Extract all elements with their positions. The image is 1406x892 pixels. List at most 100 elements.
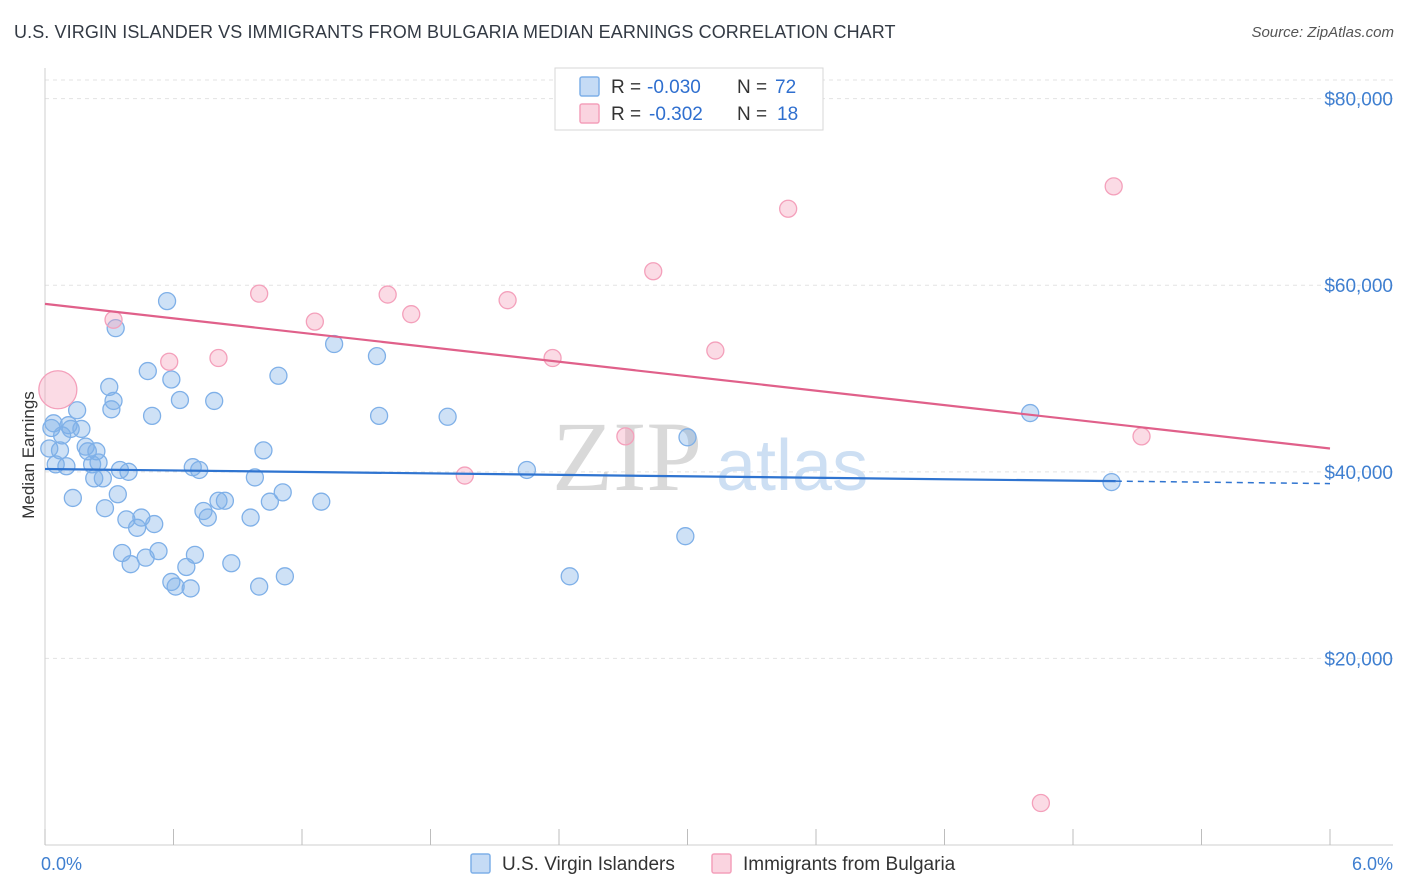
legend-n-value: 72 [775,77,796,98]
point-bulgaria [616,427,635,446]
legend-r-label: R = [611,104,641,125]
source-label: Source: ZipAtlas.com [1251,24,1394,41]
point-virgin-islanders [93,469,112,488]
point-virgin-islanders [72,419,91,439]
point-virgin-islanders [61,419,80,439]
point-virgin-islanders [245,468,265,487]
point-virgin-islanders [162,370,181,389]
legend-label-virgin-islanders: U.S. Virgin Islanders [502,854,675,875]
point-virgin-islanders [104,391,123,411]
point-virgin-islanders [149,541,168,561]
x-tick-label-end: 6.0% [1352,854,1393,874]
y-axis-label: Median Earnings [19,391,38,519]
point-bulgaria [38,370,78,410]
y-tick-label: $80,000 [1324,90,1393,111]
point-virgin-islanders [157,291,177,311]
legend-label-bulgaria: Immigrants from Bulgaria [743,854,956,875]
legend-bottom: U.S. Virgin Islanders Immigrants from Bu… [470,853,956,875]
legend-n-label: N = [737,77,767,98]
data-points [38,177,1151,813]
point-bulgaria [402,305,421,324]
point-bulgaria [706,341,725,360]
point-bulgaria [160,352,179,371]
point-virgin-islanders [67,401,87,420]
point-virgin-islanders [138,361,157,381]
point-virgin-islanders [269,366,288,385]
point-virgin-islanders [181,579,200,598]
watermark: ZIP atlas [552,401,868,512]
point-virgin-islanders [166,577,185,596]
point-virgin-islanders [145,514,164,534]
legend-n-value: 18 [777,104,798,125]
trend-line-virgin-islanders [44,467,1116,483]
legend-r-value: -0.302 [649,104,703,125]
point-virgin-islanders [127,518,147,537]
point-bulgaria [250,284,269,303]
point-virgin-islanders [142,406,162,426]
point-virgin-islanders [185,545,205,565]
point-bulgaria [455,466,474,485]
point-virgin-islanders [108,485,127,504]
legend-n-label: N = [737,104,767,125]
point-bulgaria [378,285,397,304]
point-virgin-islanders [369,406,389,426]
point-bulgaria [1104,177,1123,196]
watermark-atlas: atlas [716,426,868,506]
point-virgin-islanders [63,488,82,508]
point-virgin-islanders [438,407,457,426]
legend-swatch-virgin-islanders [470,853,491,874]
point-virgin-islanders [676,527,695,546]
y-tick-label: $60,000 [1324,276,1393,297]
point-bulgaria [543,348,562,368]
point-virgin-islanders [367,346,387,366]
point-virgin-islanders [89,453,108,472]
point-virgin-islanders [50,441,70,460]
point-virgin-islanders [241,508,260,527]
point-bulgaria [1132,427,1151,446]
legend-swatch-virgin-islanders [579,76,600,97]
point-virgin-islanders [57,457,76,476]
point-virgin-islanders [87,442,106,461]
point-virgin-islanders [209,491,228,510]
gridlines [45,79,1393,659]
point-bulgaria [498,291,517,310]
point-virgin-islanders [205,391,224,411]
point-bulgaria [644,262,663,281]
point-virgin-islanders [260,492,280,511]
point-virgin-islanders [678,428,697,447]
point-virgin-islanders [275,567,295,586]
point-virgin-islanders [517,460,537,480]
trend-line-bulgaria [44,302,1331,450]
point-bulgaria [779,199,798,218]
point-virgin-islanders [250,577,269,596]
point-virgin-islanders [273,483,292,502]
point-virgin-islanders [119,462,138,481]
chart-title: U.S. VIRGIN ISLANDER VS IMMIGRANTS FROM … [14,22,896,42]
trend-lines [44,302,1331,485]
y-tick-label: $40,000 [1324,463,1393,484]
point-virgin-islanders [95,499,115,518]
y-tick-label: $20,000 [1324,649,1393,670]
legend-swatch-bulgaria [579,103,600,124]
legend-top: R = -0.030 N = 72 R = -0.302 N = 18 [554,67,824,131]
point-bulgaria [305,312,325,331]
point-bulgaria [104,310,123,329]
trend-line-extension [1115,480,1331,485]
point-virgin-islanders [254,441,273,460]
watermark-zip: ZIP [552,401,702,512]
point-virgin-islanders [198,508,217,527]
legend-r-value: -0.030 [647,77,701,98]
point-virgin-islanders [560,567,579,586]
point-virgin-islanders [170,390,190,410]
point-virgin-islanders [100,377,119,397]
point-bulgaria [1031,793,1051,813]
point-virgin-islanders [121,555,140,574]
legend-r-label: R = [611,77,641,98]
point-bulgaria [209,348,228,368]
point-virgin-islanders [312,492,331,511]
point-virgin-islanders [222,554,241,573]
x-tick-label-start: 0.0% [41,854,82,874]
point-virgin-islanders [215,491,235,510]
legend-swatch-bulgaria [711,853,732,874]
